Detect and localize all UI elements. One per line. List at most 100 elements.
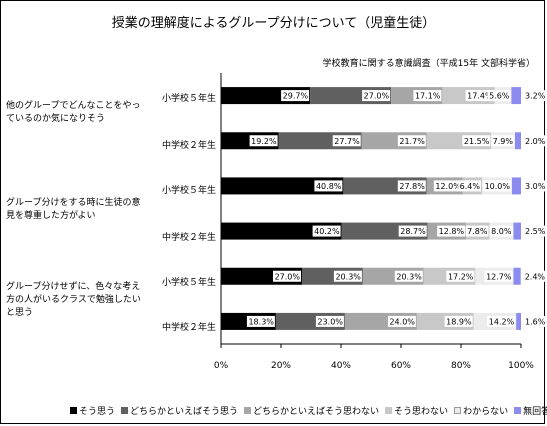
bar-segment [511, 87, 521, 105]
data-label: 28.7% [400, 227, 426, 236]
data-label: 21.7% [399, 137, 425, 146]
legend-label: そう思う [79, 407, 116, 417]
question-label-3: グループ分けせずに、色々な考え方の人がいるクラスで勉強したいと思う [6, 282, 141, 318]
row-label: 中学校２年生 [161, 233, 216, 243]
data-label: 7.8% [467, 227, 488, 236]
legend-label: そう思わない [394, 407, 449, 417]
data-label-box [413, 90, 442, 102]
bar-segment [513, 222, 521, 240]
data-label-box [465, 225, 489, 237]
legend-item: そう思う [70, 404, 115, 417]
data-label-box [487, 315, 516, 327]
question-label-2: グループ分けをする時に生徒の意見を尊重した方がよい [6, 198, 141, 221]
legend-swatch [121, 407, 129, 414]
data-label: 17.4% [467, 92, 493, 101]
data-label: 18.9% [446, 317, 472, 326]
data-label-box [489, 225, 513, 237]
data-label-box [249, 135, 278, 147]
data-label-box [524, 180, 547, 192]
data-label-box [458, 180, 481, 192]
data-label-box [524, 225, 547, 237]
row-label: 中学校２年生 [161, 141, 216, 151]
data-label-box [523, 270, 547, 282]
legend-swatch [385, 407, 393, 414]
data-label: 1.6% [525, 317, 546, 326]
data-label-box [524, 90, 547, 102]
data-label-box [273, 270, 301, 282]
legend-item: わからない [454, 404, 508, 417]
data-label-box [465, 90, 494, 102]
data-label-box [397, 135, 426, 147]
data-label: 29.7% [283, 92, 309, 101]
legend-swatch [514, 407, 522, 414]
x-tick-label: 20% [271, 361, 291, 371]
data-label-box [397, 180, 426, 192]
chart-subtitle: 学校教育に関する意識調査（平成15年 文部科学省） [322, 59, 535, 69]
data-label: 21.5% [464, 137, 490, 146]
bar-segment [221, 222, 342, 240]
chart-title: 授業の理解度によるグループ分けについて（児童生徒） [111, 16, 436, 31]
legend: そう思う どちらかといえばそう思う どちらかといえばそう思わない そう思わない … [70, 404, 547, 417]
data-label: 12.8% [439, 227, 465, 236]
data-label-box [524, 315, 547, 327]
data-label-box [487, 90, 511, 102]
data-label-box [332, 135, 361, 147]
data-label-box [484, 270, 513, 282]
data-label: 20.3% [396, 272, 422, 281]
data-label-box [315, 315, 344, 327]
data-label: 27.0% [364, 92, 390, 101]
data-label-box [433, 180, 462, 192]
data-label: 7.9% [493, 137, 514, 146]
data-label: 2.0% [525, 137, 546, 146]
bar-segment [513, 267, 521, 285]
data-label: 40.8% [316, 182, 342, 191]
data-label-box [394, 270, 423, 282]
bar-segment [221, 177, 344, 195]
legend-item: 無回答 [514, 404, 547, 417]
data-label: 5.6% [489, 92, 510, 101]
legend-swatch [70, 407, 77, 414]
legend-label: 無回答 [523, 407, 547, 417]
data-label: 2.4% [525, 272, 546, 281]
data-label: 24.0% [389, 317, 415, 326]
data-label: 27.8% [399, 182, 425, 191]
data-label-box [483, 180, 511, 192]
data-label-box [362, 90, 391, 102]
bar-segment [515, 132, 521, 150]
data-label: 23.0% [317, 317, 343, 326]
x-tick-label: 60% [391, 361, 411, 371]
data-label-box [387, 315, 416, 327]
data-label: 12.0% [435, 182, 461, 191]
data-label: 6.4% [460, 182, 481, 191]
data-label: 19.2% [251, 137, 277, 146]
data-label: 17.2% [448, 272, 474, 281]
data-label: 40.2% [314, 227, 340, 236]
row-label: 中学校２年生 [161, 323, 216, 333]
data-label-box [312, 225, 341, 237]
data-label-box [444, 315, 473, 327]
data-label-box [398, 225, 427, 237]
x-tick-label: 0% [214, 361, 229, 371]
data-label: 17.1% [415, 92, 441, 101]
row-label: 小学校５年生 [161, 186, 216, 196]
bar-segment [516, 312, 521, 330]
data-label-box [491, 135, 514, 147]
data-label-box [246, 315, 275, 327]
data-label: 3.2% [525, 92, 546, 101]
data-label-box [314, 180, 343, 192]
data-label: 3.0% [525, 182, 546, 191]
x-tick-label: 80% [451, 361, 471, 371]
data-label: 20.3% [335, 272, 361, 281]
data-label: 27.7% [334, 137, 360, 146]
data-label-box [462, 135, 491, 147]
legend-label: どちらかといえばそう思う [130, 407, 239, 417]
data-label-box [446, 270, 475, 282]
legend-label: どちらかといえばそう思わない [253, 407, 380, 417]
data-label: 14.2% [489, 317, 515, 326]
x-tick-label: 100% [508, 361, 534, 371]
legend-swatch [244, 407, 252, 414]
legend-item: どちらかといえばそう思う [121, 404, 238, 417]
legend-label: わからない [463, 407, 509, 417]
